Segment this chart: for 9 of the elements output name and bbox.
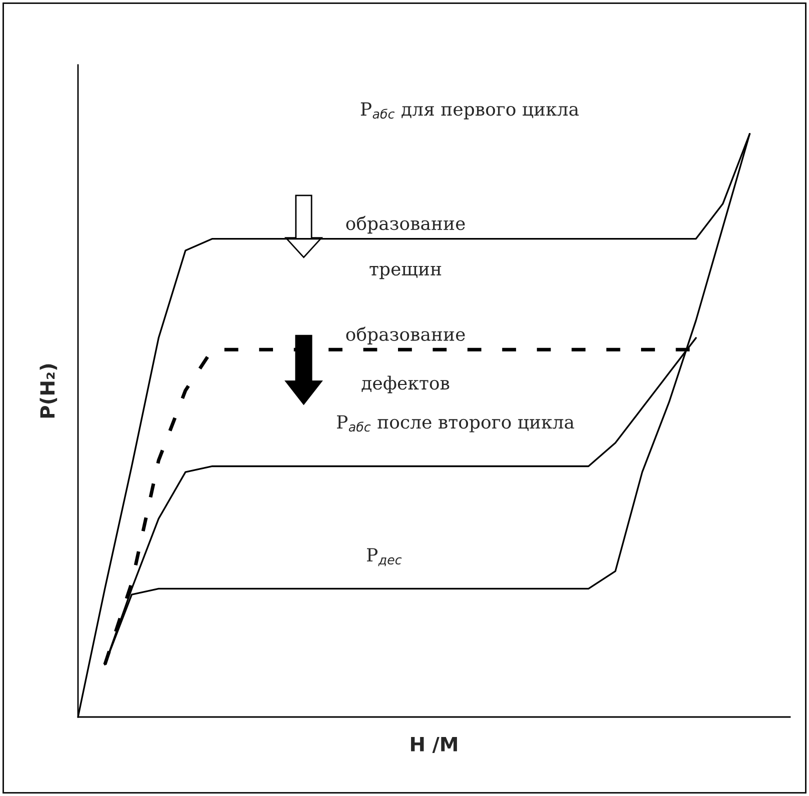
annotation: P$_{дес}$ bbox=[367, 548, 402, 566]
annotation: трещин bbox=[370, 266, 442, 280]
annotation: дефектов bbox=[362, 376, 450, 394]
text: P$_{абс}$ для первого цикла bbox=[360, 102, 579, 120]
annotation: образование bbox=[346, 326, 465, 344]
annotation: P$_{абс}$ после второго цикла bbox=[337, 415, 574, 432]
annotation: образование bbox=[346, 216, 465, 234]
x-axis-title: H /M bbox=[411, 737, 457, 754]
y-axis-title: P(H₂) bbox=[40, 364, 58, 418]
